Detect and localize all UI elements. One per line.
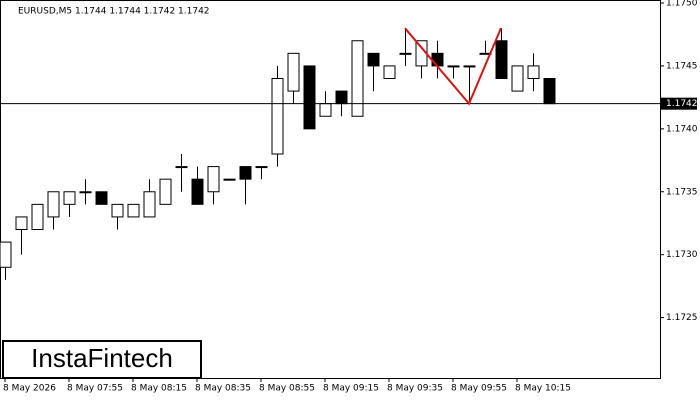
candle-body xyxy=(335,90,348,105)
current-price-box xyxy=(661,97,697,110)
x-tick-label: 8 May 08:15 xyxy=(131,384,187,394)
candle-body xyxy=(0,241,12,268)
logo-box xyxy=(2,340,202,379)
plot-frame xyxy=(0,0,661,379)
candle-body xyxy=(511,65,524,92)
candle-body xyxy=(463,65,476,68)
x-tick-label: 8 May 2026 xyxy=(3,384,56,394)
watermark: InstaFintech xyxy=(31,343,173,373)
y-tick-label: 1.1750 xyxy=(666,0,698,9)
candle-body xyxy=(319,103,332,117)
candle-body xyxy=(143,191,156,218)
y-tick-label: 1.1725 xyxy=(666,313,698,323)
x-tick-label: 8 May 09:55 xyxy=(451,384,507,394)
chart-title: EURUSD,M5 1.1744 1.1744 1.1742 1.1742 xyxy=(18,7,210,17)
candle-body xyxy=(79,191,92,194)
candle-body xyxy=(367,52,380,67)
x-tick-label: 8 May 09:15 xyxy=(323,384,379,394)
candle-body xyxy=(495,40,508,80)
candle-body xyxy=(351,40,364,117)
candle-body xyxy=(239,166,252,180)
candle-body xyxy=(255,166,268,169)
y-tick-label: 1.1740 xyxy=(666,124,698,134)
x-tick-label: 8 May 09:35 xyxy=(387,384,443,394)
candle-body xyxy=(175,166,188,169)
candle-body xyxy=(271,78,284,155)
y-tick-label: 1.1730 xyxy=(666,250,698,260)
candle-body xyxy=(431,52,444,67)
x-tick-label: 8 May 08:55 xyxy=(259,384,315,394)
candle-body xyxy=(223,178,236,181)
candle-body xyxy=(543,78,556,105)
candle-body xyxy=(127,203,140,218)
x-tick-label: 8 May 08:35 xyxy=(195,384,251,394)
candle-body xyxy=(111,203,124,218)
candle-body xyxy=(63,191,76,205)
x-tick-label: 8 May 10:15 xyxy=(515,384,571,394)
pattern-line xyxy=(404,27,502,106)
candle-body xyxy=(95,191,108,205)
candle-body xyxy=(303,65,316,130)
candle-body xyxy=(159,178,172,205)
y-tick-label: 1.1745 xyxy=(666,61,698,71)
candle-body xyxy=(15,216,28,231)
x-tick-label: 8 May 07:55 xyxy=(67,384,123,394)
candle-body xyxy=(31,203,44,231)
candle-body xyxy=(207,166,220,193)
candle-body xyxy=(527,65,540,80)
y-tick-label: 1.1735 xyxy=(666,187,698,197)
candle-body xyxy=(383,65,396,80)
candle-body xyxy=(399,52,412,55)
candle-body xyxy=(287,52,300,92)
candle-body xyxy=(191,178,204,205)
candle-body xyxy=(47,191,60,218)
current-price-label: 1.1742 xyxy=(666,99,698,109)
candle-body xyxy=(447,65,460,68)
